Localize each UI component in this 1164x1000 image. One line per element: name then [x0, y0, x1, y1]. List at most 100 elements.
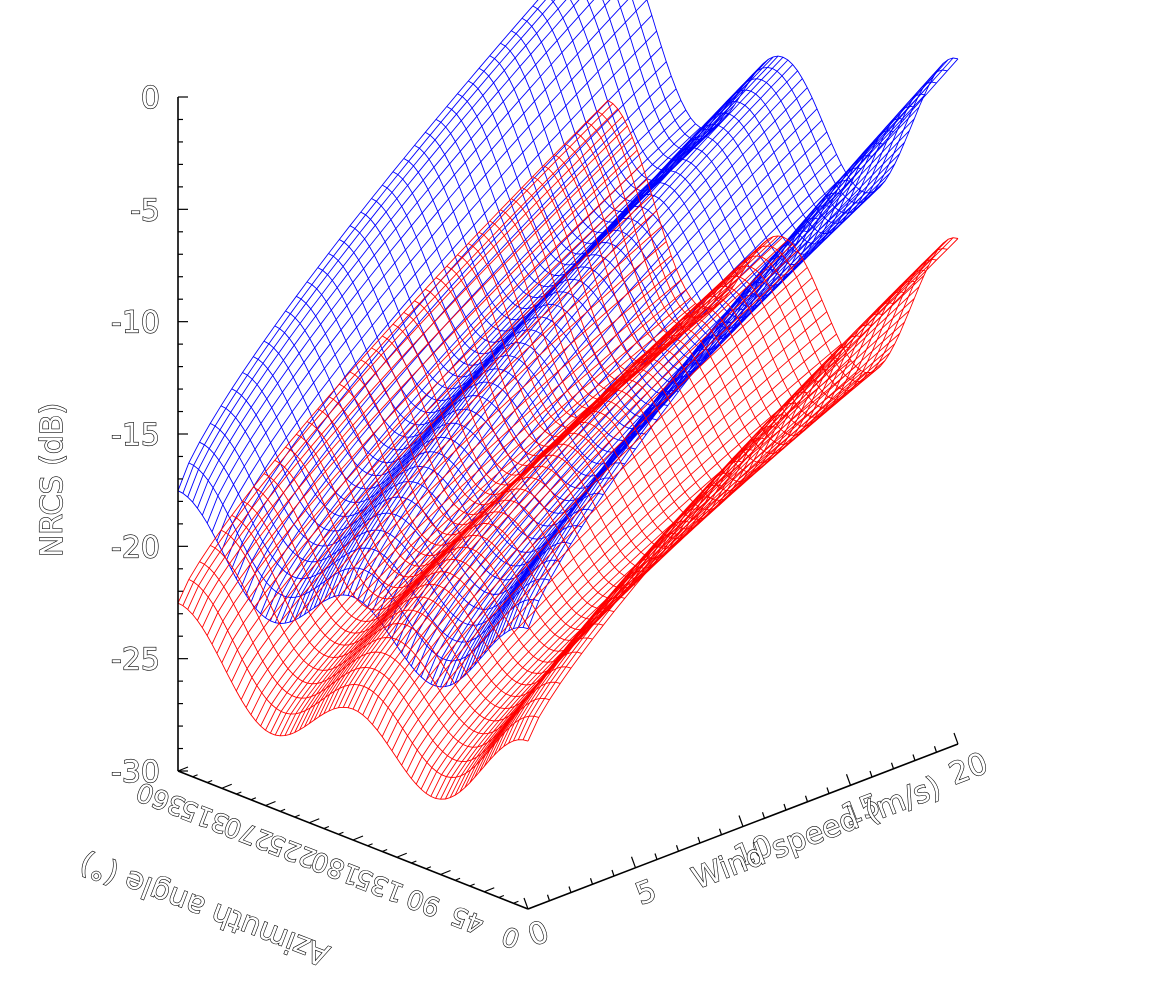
grid-line-constant-azimuth — [435, 192, 866, 687]
grid-line-constant-azimuth — [435, 372, 866, 799]
azimuth-tick-minor — [192, 774, 198, 778]
grid-line-constant-wind — [646, 0, 959, 194]
grid-line-constant-azimuth — [299, 111, 730, 618]
azimuth-tick-minor — [498, 894, 505, 899]
grid-line-constant-azimuth — [459, 352, 891, 793]
azimuth-tick-label: 0 — [498, 920, 524, 954]
grid-line-constant-azimuth — [440, 372, 871, 800]
grid-line-constant-azimuth — [177, 0, 539, 491]
grid-line-constant-azimuth — [371, 257, 803, 725]
azimuth-tick-minor — [206, 779, 213, 784]
grid-line-constant-azimuth — [201, 136, 633, 628]
azimuth-tick-minor — [381, 848, 388, 853]
grid-line-constant-azimuth — [396, 311, 828, 759]
wind-tick-minor — [589, 878, 594, 885]
grid-line-constant-azimuth — [440, 192, 871, 688]
wind-tick-minor — [654, 853, 658, 860]
wind-tick-major — [523, 897, 529, 910]
grid-line-constant-azimuth — [367, 250, 798, 720]
z-tick-label: -20 — [111, 530, 160, 565]
azimuth-tick-label: 45 — [447, 899, 489, 939]
z-tick-label: -25 — [111, 643, 160, 678]
wind-tick-major — [845, 774, 852, 786]
azimuth-tick-label: 90 — [403, 882, 445, 922]
wind-tick-label: 0 — [523, 914, 553, 954]
grid-line-constant-azimuth — [192, 116, 623, 615]
wind-tick-label: 5 — [631, 873, 661, 913]
wind-tick-minor — [869, 770, 873, 778]
wind-tick-major — [630, 856, 637, 868]
grid-line-constant-azimuth — [357, 239, 789, 712]
grid-line-constant-azimuth — [527, 58, 959, 629]
grid-line-constant-azimuth — [260, 117, 691, 614]
grid-line-constant-wind — [632, 0, 948, 204]
grid-line-constant-azimuth — [391, 299, 823, 751]
grid-line-constant-azimuth — [284, 306, 716, 736]
surface-layer — [177, 0, 959, 800]
wind-tick-minor — [890, 762, 895, 769]
wind-tick-minor — [568, 886, 572, 893]
azimuth-tick-major — [221, 783, 232, 789]
grid-line-constant-azimuth — [265, 123, 696, 619]
wind-tick-minor — [761, 812, 766, 819]
grid-line-constant-azimuth — [187, 108, 619, 610]
grid-line-constant-azimuth — [255, 109, 687, 609]
grid-line-constant-azimuth — [425, 366, 857, 794]
grid-line-constant-azimuth — [235, 61, 667, 579]
grid-line-constant-azimuth — [211, 164, 643, 645]
grid-line-constant-azimuth — [386, 288, 818, 744]
grid-line-constant-azimuth — [289, 123, 721, 623]
grid-line-constant-azimuth — [255, 289, 687, 722]
grid-line-constant-azimuth — [226, 30, 657, 561]
grid-line-constant-azimuth — [367, 70, 798, 608]
grid-line-constant-azimuth — [362, 243, 794, 716]
z-tick-label: -5 — [130, 193, 160, 228]
wind-tick-minor — [546, 894, 551, 901]
grid-line-constant-azimuth — [192, 0, 567, 503]
grid-line-constant-azimuth — [430, 370, 862, 797]
grid-line-constant-azimuth — [376, 87, 808, 619]
azimuth-tick-minor — [411, 860, 417, 864]
grid-line-constant-azimuth — [265, 303, 696, 731]
grid-line-constant-azimuth — [206, 0, 611, 524]
grid-line-constant-azimuth — [381, 277, 813, 737]
grid-line-constant-azimuth — [226, 210, 657, 673]
grid-line-constant-azimuth — [444, 370, 876, 800]
azimuth-tick-minor — [425, 866, 432, 870]
grid-line-constant-azimuth — [250, 279, 682, 715]
grid-line-constant-azimuth — [488, 286, 920, 761]
grid-line-constant-azimuth — [415, 172, 847, 673]
grid-line-constant-azimuth — [449, 186, 881, 686]
azimuth-tick-minor — [236, 791, 242, 795]
azimuth-tick-minor — [338, 831, 344, 835]
wind-tick-minor — [697, 836, 701, 844]
grid-line-constant-azimuth — [196, 0, 580, 509]
wind-tick-major — [738, 815, 744, 827]
azimuth-tick-major — [309, 818, 320, 824]
azimuth-tick-major — [396, 852, 407, 858]
grid-line-constant-azimuth — [430, 190, 862, 685]
grid-line-constant-wind — [392, 171, 744, 407]
grid-line-constant-azimuth — [221, 14, 653, 551]
wind-tick-minor — [611, 869, 615, 877]
grid-line-constant-azimuth — [420, 360, 852, 790]
azimuth-tick-minor — [250, 797, 257, 801]
grid-line-constant-azimuth — [478, 310, 910, 773]
grid-line-constant-azimuth — [425, 186, 857, 682]
grid-line-constant-azimuth — [284, 126, 716, 624]
grid-line-constant-azimuth — [231, 226, 662, 682]
grid-line-constant-azimuth — [352, 56, 784, 597]
azimuth-tick-minor — [279, 808, 286, 812]
azimuth-tick-minor — [513, 900, 519, 904]
wind-tick-minor — [933, 746, 938, 753]
grid-line-constant-azimuth — [196, 125, 628, 621]
grid-line-constant-azimuth — [211, 0, 629, 533]
grid-line-constant-azimuth — [221, 194, 653, 663]
grid-line-constant-azimuth — [274, 129, 706, 623]
azimuth-tick-major — [265, 800, 276, 807]
wind-tick-minor — [826, 787, 830, 794]
wind-tick-minor — [804, 795, 809, 802]
grid-line-constant-azimuth — [376, 267, 808, 731]
z-tick-label: -10 — [111, 306, 160, 341]
